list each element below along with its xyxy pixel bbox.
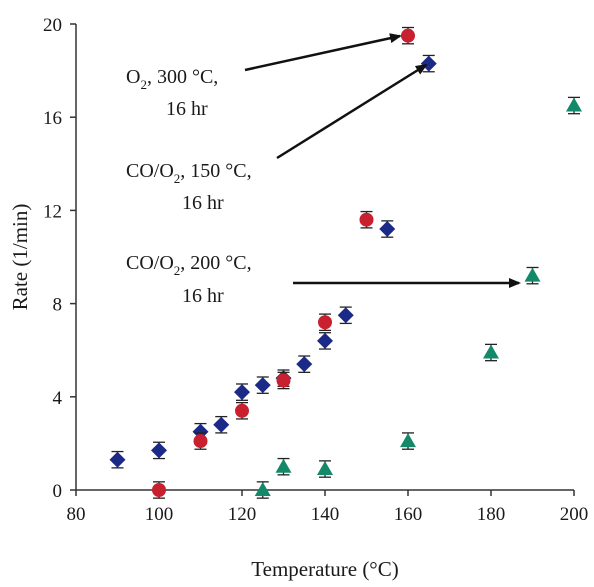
- circle-point-2-2: [193, 434, 208, 449]
- x-axis-title: Temperature (°C): [251, 557, 398, 581]
- diamond-point-1-8: [296, 356, 313, 373]
- annotation-2-line2: 16 hr: [182, 192, 224, 214]
- y-tick-label-8: 8: [53, 295, 63, 316]
- circle-point-2-7: [401, 28, 415, 43]
- triangle-point-3-1: [254, 482, 271, 496]
- x-tick-label-100: 100: [145, 504, 174, 525]
- circle-point-2-1: [152, 483, 166, 497]
- annotation-1-line2: 16 hr: [166, 98, 208, 120]
- diamond-point-1-5: [234, 384, 250, 401]
- triangle-point-3-2: [275, 458, 292, 473]
- y-tick-label-0: 0: [53, 481, 63, 502]
- y-tick-label-12: 12: [43, 201, 62, 222]
- diamond-point-1-10: [337, 307, 354, 324]
- diamond-point-1-4: [213, 416, 230, 433]
- x-tick-label-200: 200: [560, 504, 589, 525]
- circle-point-2-3: [235, 403, 249, 418]
- x-tick-label-140: 140: [311, 504, 340, 525]
- circle-point-2-6: [359, 212, 374, 227]
- triangle-point-3-3: [317, 461, 333, 476]
- diamond-point-1-6: [254, 377, 271, 394]
- x-tick-label-160: 160: [394, 504, 423, 525]
- diamond-point-1-2: [151, 442, 167, 459]
- y-tick-label-4: 4: [53, 388, 63, 409]
- diamond-point-1-9: [317, 332, 333, 349]
- y-tick-label-16: 16: [43, 108, 62, 129]
- annotation-2-line1: CO/O2, 150 °C,: [126, 160, 252, 186]
- circle-point-2-5: [318, 315, 332, 330]
- triangle-point-3-5: [483, 344, 499, 359]
- annotation-2-arrow: [276, 63, 428, 160]
- circle-point-2-4: [276, 373, 291, 388]
- diamond-point-1-1: [109, 451, 126, 468]
- diamond-point-1-12: [420, 55, 437, 72]
- y-axis-title: Rate (1/min): [8, 204, 32, 311]
- annotation-3-line2: 16 hr: [182, 285, 224, 307]
- x-tick-label-120: 120: [228, 504, 257, 525]
- annotation-1-line1: O2, 300 °C,: [126, 66, 218, 92]
- triangle-point-3-6: [524, 267, 541, 282]
- triangle-point-3-7: [566, 97, 582, 112]
- annotation-1-arrow: [244, 33, 402, 72]
- x-tick-label-80: 80: [67, 504, 86, 525]
- triangle-point-3-4: [400, 433, 416, 448]
- y-tick-label-20: 20: [43, 15, 62, 36]
- annotation-3-line1: CO/O2, 200 °C,: [126, 252, 252, 278]
- data-markers: [109, 26, 582, 499]
- diamond-point-1-11: [379, 221, 396, 238]
- x-tick-label-180: 180: [477, 504, 506, 525]
- axis-ticks: 80 100 120 140 160 180 200 0 4 8 12 16 20: [43, 15, 588, 525]
